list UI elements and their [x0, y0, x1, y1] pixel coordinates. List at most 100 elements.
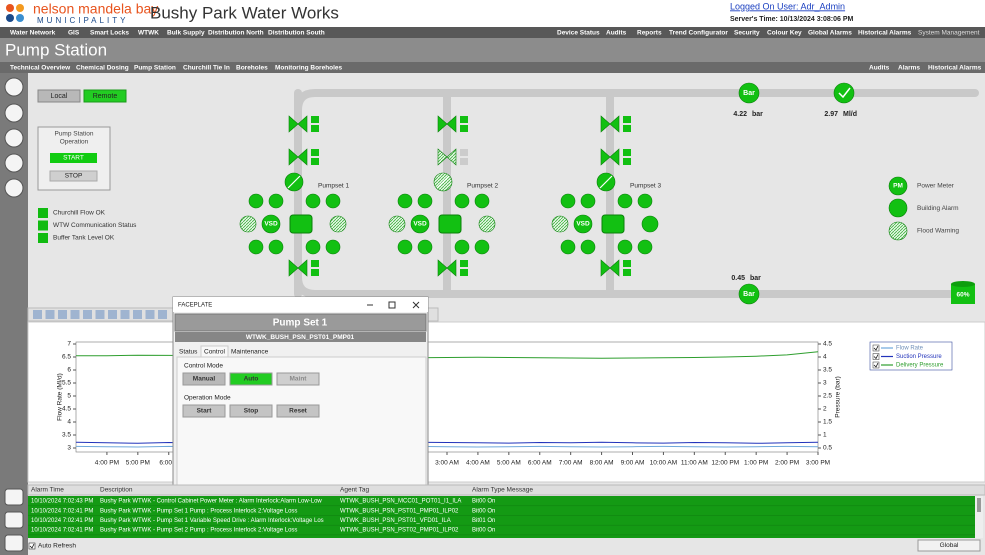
device[interactable] [261, 214, 281, 234]
device[interactable] [388, 215, 406, 233]
toolbar-button[interactable] [83, 310, 92, 319]
nav-icon[interactable] [4, 511, 24, 529]
submenu-item[interactable]: Chemical Dosing [76, 65, 129, 72]
column-header[interactable]: Alarm Time [31, 487, 64, 494]
toolbar-button[interactable] [158, 310, 167, 319]
valve[interactable] [437, 115, 457, 133]
toolbar-button[interactable] [145, 310, 155, 319]
menu-item[interactable]: Trend Configurator [669, 30, 728, 37]
toolbar-button[interactable] [70, 310, 80, 319]
pump[interactable] [438, 214, 462, 234]
device[interactable] [268, 193, 284, 209]
device[interactable] [551, 215, 569, 233]
device[interactable] [641, 215, 659, 233]
device[interactable] [888, 176, 908, 196]
menu-item[interactable]: Reports [637, 30, 662, 37]
device[interactable] [888, 221, 908, 241]
device[interactable] [637, 193, 653, 209]
remote-button[interactable] [83, 89, 127, 103]
scroll-thumb[interactable] [977, 498, 981, 512]
nav-icon[interactable] [4, 103, 24, 123]
menu-item[interactable]: System Management [918, 30, 980, 37]
device[interactable] [397, 239, 413, 255]
valve[interactable] [437, 148, 457, 166]
device[interactable] [573, 214, 593, 234]
menu-item[interactable]: Colour Key [767, 30, 802, 37]
auto-refresh-checkbox[interactable] [28, 542, 36, 550]
user-link[interactable]: Logged On User: Adr_Admin [730, 1, 845, 11]
global-button[interactable] [917, 539, 981, 552]
column-header[interactable]: Alarm Type Message [472, 487, 533, 494]
toolbar-button[interactable] [45, 310, 55, 319]
mode-button[interactable] [276, 372, 320, 386]
legend-checkbox[interactable] [872, 361, 880, 369]
device[interactable] [268, 239, 284, 255]
valve[interactable] [288, 148, 308, 166]
device[interactable] [248, 193, 264, 209]
toolbar-button[interactable] [95, 310, 105, 319]
mode-button[interactable] [229, 404, 273, 418]
menu-item[interactable]: Smart Locks [90, 30, 129, 37]
column-header[interactable]: Description [100, 487, 133, 494]
pump[interactable] [289, 214, 313, 234]
device[interactable] [239, 215, 257, 233]
stop-button[interactable] [49, 170, 98, 182]
window-close[interactable] [412, 301, 420, 309]
nav-icon[interactable] [4, 153, 24, 173]
submenu-item[interactable]: Boreholes [236, 65, 268, 72]
device[interactable] [474, 193, 490, 209]
device[interactable] [305, 193, 321, 209]
device[interactable] [617, 239, 633, 255]
device[interactable] [637, 239, 653, 255]
toolbar-button[interactable] [133, 310, 142, 319]
menu-item[interactable]: Audits [606, 30, 627, 37]
device[interactable] [560, 193, 576, 209]
device[interactable] [454, 193, 470, 209]
legend-checkbox[interactable] [872, 353, 880, 360]
nav-icon[interactable] [4, 534, 24, 552]
toolbar-button[interactable] [108, 310, 117, 319]
submenu-item[interactable]: Monitoring Boreholes [275, 65, 343, 72]
device[interactable] [329, 215, 347, 233]
device[interactable] [417, 193, 433, 209]
menu-item[interactable]: Device Status [557, 30, 600, 37]
device[interactable] [580, 193, 596, 209]
device[interactable] [738, 82, 760, 104]
device[interactable] [560, 239, 576, 255]
submenu-item[interactable]: Churchill Tie In [183, 65, 230, 72]
menu-item[interactable]: Historical Alarms [858, 30, 912, 37]
menu-item[interactable]: Distribution North [208, 30, 264, 37]
pump[interactable] [601, 214, 625, 234]
valve[interactable] [600, 259, 620, 277]
submenu-item[interactable]: Audits [869, 65, 890, 72]
submenu-item[interactable]: Alarms [898, 65, 920, 72]
device[interactable] [474, 239, 490, 255]
nav-icon[interactable] [4, 488, 24, 506]
valve[interactable] [288, 259, 308, 277]
tab[interactable]: Control [204, 349, 226, 356]
device[interactable] [305, 239, 321, 255]
toolbar-button[interactable] [120, 310, 130, 319]
device[interactable] [580, 239, 596, 255]
menu-item[interactable]: Security [734, 30, 760, 37]
nav-icon[interactable] [4, 128, 24, 148]
mode-button[interactable] [229, 372, 273, 386]
nav-icon[interactable] [4, 178, 24, 198]
device[interactable] [248, 239, 264, 255]
tab[interactable]: Status [179, 349, 198, 356]
device[interactable] [397, 193, 413, 209]
device[interactable] [454, 239, 470, 255]
local-button[interactable] [37, 89, 81, 103]
tab[interactable]: Maintenance [231, 349, 269, 356]
submenu-item[interactable]: Technical Overview [10, 65, 71, 72]
mode-button[interactable] [276, 404, 320, 418]
start-button[interactable] [50, 153, 97, 163]
device[interactable] [417, 239, 433, 255]
valve[interactable] [288, 115, 308, 133]
device[interactable] [833, 82, 855, 104]
valve[interactable] [600, 115, 620, 133]
device[interactable] [738, 283, 760, 305]
menu-item[interactable]: Bulk Supply [167, 30, 205, 37]
menu-item[interactable]: Water Network [10, 30, 56, 37]
menu-item[interactable]: Global Alarms [808, 30, 852, 37]
